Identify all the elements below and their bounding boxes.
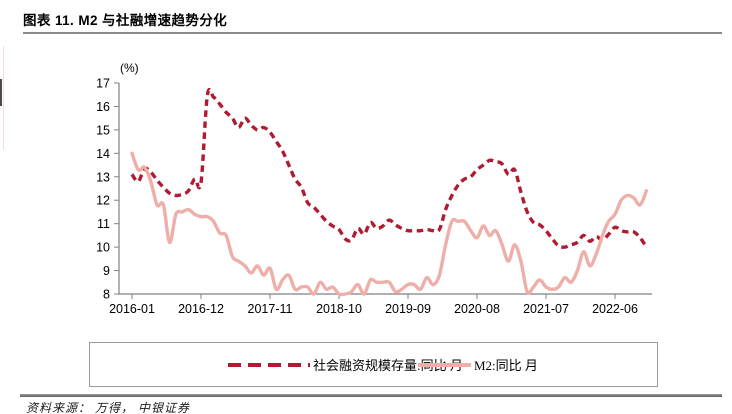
figure-title: 图表 11. M2 与社融增速趋势分化 [23,13,228,28]
sofi-dashed-swatch [228,362,310,367]
legend-item-m2: M2:同比 月 [418,343,538,386]
x-tick-label: 2019-09 [385,302,431,316]
x-tick-label: 2017-11 [248,302,293,316]
y-axis-unit-label: (%) [120,61,139,75]
y-tick-label: 9 [103,264,110,278]
y-tick-label: 12 [96,194,110,208]
y-tick-label: 15 [96,123,110,137]
footer-divider [20,394,722,397]
y-tick-label: 13 [96,170,110,184]
y-tick-label: 16 [96,100,110,114]
y-tick-label: 11 [97,217,110,231]
m2-legend-label: M2:同比 月 [474,358,538,373]
sofi-series-line [130,87,648,249]
y-tick-label: 14 [96,147,110,161]
x-tick-label: 2020-08 [454,302,500,316]
y-tick-label: 10 [96,241,110,255]
sofi-legend-label: 社会融资规模存量:同比 月 [313,358,463,373]
legend: 社会融资规模存量:同比 月 M2:同比 月 [89,342,658,387]
page-edge-artifact-faint [3,46,4,150]
x-tick-label: 2018-10 [316,302,362,316]
source-note: 资料来源： 万得， 中银证券 [26,401,191,414]
x-tick-label: 2016-01 [109,302,155,316]
title-divider [23,32,722,34]
m2-solid-swatch [418,362,471,367]
y-tick-label: 17 [96,77,110,91]
x-tick-label: 2016-12 [178,302,224,316]
x-tick-label: 2022-06 [592,302,638,316]
m2-series-line [130,151,649,297]
legend-item-sofi: 社会融资规模存量:同比 月 [228,343,463,386]
page-edge-artifact [0,79,2,106]
y-tick-label: 8 [103,288,110,302]
x-tick-label: 2021-07 [523,302,569,316]
